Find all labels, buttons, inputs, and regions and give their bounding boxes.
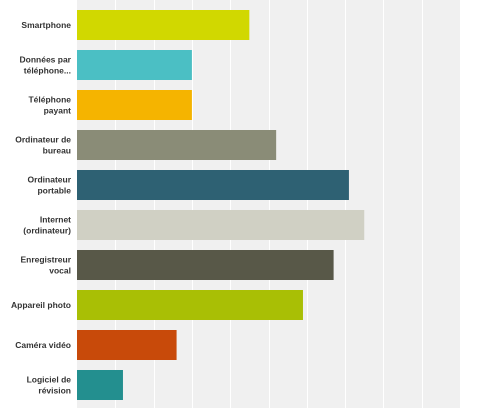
category-label: bureau (43, 146, 71, 156)
bar (77, 330, 177, 360)
category-label: Enregistreur (20, 255, 71, 265)
category-label: Caméra vidéo (15, 340, 71, 350)
gridlines (115, 0, 461, 408)
category-label: Logiciel de (27, 375, 72, 385)
category-label: payant (44, 106, 72, 116)
category-label: révision (38, 386, 71, 396)
bar (77, 210, 365, 240)
category-label: Téléphone (28, 95, 71, 105)
category-label: (ordinateur) (23, 226, 71, 236)
category-label: vocal (49, 266, 71, 276)
category-label: Smartphone (21, 20, 71, 30)
category-label: Ordinateur de (15, 135, 71, 145)
bar (77, 50, 192, 80)
category-label: Données par (20, 55, 72, 65)
bar (77, 370, 123, 400)
bar (77, 250, 334, 280)
bar (77, 10, 250, 40)
bar (77, 290, 303, 320)
category-label: Ordinateur (28, 175, 72, 185)
category-label: portable (37, 186, 71, 196)
bars (77, 10, 365, 400)
bar (77, 170, 349, 200)
category-label: Internet (40, 215, 71, 225)
bar (77, 90, 192, 120)
bar (77, 130, 277, 160)
category-label: téléphone... (24, 66, 71, 76)
category-label: Appareil photo (11, 300, 71, 310)
